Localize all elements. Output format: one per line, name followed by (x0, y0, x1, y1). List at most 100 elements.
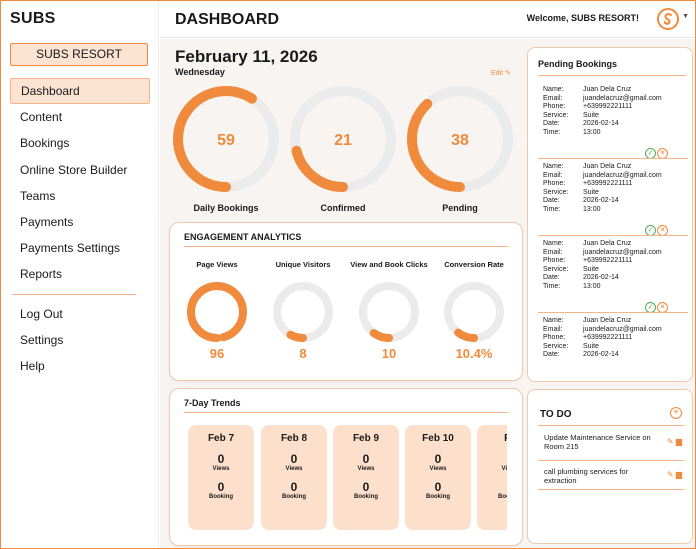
field-label: Service: (543, 265, 569, 273)
sidebar-item-settings[interactable]: Settings (20, 332, 64, 347)
booking-field-phone: Phone: +639992221111 (543, 103, 683, 112)
booking-field-date: Date: 2026-02-14 (543, 120, 683, 129)
sidebar-item-dashboard[interactable]: Dashboard (10, 78, 150, 105)
trend-views-label: Views (357, 466, 375, 472)
booking-divider (538, 158, 688, 159)
field-value: 2026-02-14 (583, 120, 619, 128)
metric-conversion-rate: Conversion Rate (434, 260, 514, 269)
field-value: juandelacruz@gmail.com (583, 325, 662, 333)
trend-bookings-label: Booking (282, 494, 306, 500)
field-value: Juan Dela Cruz (583, 86, 632, 93)
field-value: +639992221111 (583, 180, 633, 188)
todo-item[interactable]: Update Maintenance Service on Room 215 (544, 433, 651, 451)
metric-view-book-clicks: View and Book Clicks (349, 260, 429, 269)
pending-booking-entry: Name: Juan Dela Cruz Email: juandelacruz@gm… (543, 317, 683, 360)
card-divider (184, 412, 508, 413)
trend-views-value: 0 (217, 452, 225, 466)
field-value: 2026-02-14 (583, 274, 619, 282)
sidebar-item-reports[interactable]: Reports (20, 267, 63, 282)
engagement-ring-1-track (273, 282, 333, 342)
summary-ring-value: 38 (451, 132, 469, 149)
trend-bookings-label: Booking (426, 494, 450, 500)
trend-views-value: 0 (290, 452, 298, 466)
booking-field-service: Service: Suite (543, 189, 683, 198)
booking-field-time: Time: 13:00 (543, 283, 683, 292)
booking-field-name: Name: Juan Dela Cruz (543, 163, 683, 172)
edit-icon[interactable]: ✎ (666, 470, 674, 479)
metric-label: Conversion Rate (444, 260, 504, 269)
resort-selector-button[interactable]: SUBS RESORT (10, 43, 148, 66)
sidebar-item-online-store-builder[interactable]: Online Store Builder (20, 162, 128, 177)
booking-actions: ✓ ✕ (645, 219, 675, 236)
todo-actions: ✎ ▆ (667, 437, 682, 446)
todo-divider (538, 489, 684, 490)
booking-field-time: Time: 13:00 (543, 129, 683, 138)
engagement-title: ENGAGEMENT ANALYTICS (184, 232, 302, 242)
trends-scroller[interactable]: Feb 7 0 Views 0 Booking Feb 8 0 Views 0 … (170, 389, 507, 545)
booking-field-email: Email: juandelacruz@gmail.com (543, 172, 683, 181)
edit-icon[interactable]: ✎ (666, 437, 674, 446)
metric-unique-visitors: Unique Visitors (263, 260, 343, 269)
booking-field-name: Name: Juan Dela Cruz (543, 240, 683, 249)
nav-divider (12, 293, 136, 295)
trash-icon[interactable]: ▆ (675, 470, 682, 479)
booking-field-name: Name: Juan Dela Cruz (543, 86, 683, 95)
sidebar-item-bookings[interactable]: Bookings (20, 136, 70, 151)
field-value: juandelacruz@gmail.com (583, 248, 662, 256)
booking-field-email: Email: juandelacruz@gmail.com (543, 326, 683, 335)
trend-day-card: Feb 7 0 Views 0 Booking (188, 425, 254, 530)
booking-field-date: Date: 2026-02-14 (543, 197, 683, 206)
seven-day-trends-card: 7-Day Trends Feb 7 0 Views 0 Booking Feb… (169, 388, 523, 546)
sidebar-item-content[interactable]: Content (20, 110, 63, 125)
trend-views-label: Views (429, 466, 447, 472)
field-value: Juan Dela Cruz (583, 240, 632, 247)
booking-field-date: Date: 2026-02-14 (543, 274, 683, 283)
engagement-ring-2-arc (359, 282, 419, 342)
page-title: DASHBOARD (175, 11, 279, 28)
booking-field-service: Service: Suite (543, 343, 683, 352)
welcome-text: Welcome, SUBS RESORT! (526, 13, 639, 23)
trend-bookings-value: 0 (477, 480, 508, 494)
field-value: Suite (583, 265, 599, 273)
pending-booking-entry: Name: Juan Dela Cruz Email: juandelacruz@gm… (543, 240, 683, 292)
sidebar-item-log-out[interactable]: Log Out (20, 306, 63, 321)
pencil-icon: ✎ (505, 70, 511, 77)
field-value: juandelacruz@gmail.com (583, 171, 662, 179)
booking-field-date: Date: 2026-02-14 (543, 351, 683, 360)
field-value: +639992221111 (583, 334, 633, 342)
todo-item[interactable]: call plumbing services for extraction (544, 467, 629, 485)
add-todo-button[interactable]: + (670, 407, 682, 419)
field-label: Phone: (543, 103, 566, 111)
todo-panel: TO DO + Update Maintenance Service on Ro… (527, 389, 693, 544)
user-avatar[interactable] (657, 8, 679, 30)
chevron-down-icon[interactable]: ▼ (682, 13, 689, 20)
trend-views-value: 0 (434, 452, 442, 466)
field-label: Email: (543, 94, 563, 102)
trend-day-card: Feb 9 0 Views 0 Booking (333, 425, 399, 530)
ring-label-confirmed: Confirmed (320, 203, 366, 213)
panel-divider (538, 75, 686, 76)
current-date: February 11, 2026 (175, 47, 318, 66)
field-value: 2026-02-14 (583, 351, 619, 359)
booking-field-service: Service: Suite (543, 266, 683, 275)
edit-link[interactable]: Edit ✎ (491, 69, 511, 77)
engagement-ring-1-arc (273, 282, 333, 342)
sidebar-item-teams[interactable]: Teams (20, 188, 56, 203)
trend-day-card: Feb 10 0 Views 0 Booking (405, 425, 471, 530)
metric-page-views: Page Views (177, 260, 257, 269)
trend-day-card: Fe 0 Views 0 Booking (477, 425, 507, 530)
trend-bookings-value: 0 (434, 480, 442, 494)
engagement-ring-2-track (359, 282, 419, 342)
trash-icon[interactable]: ▆ (675, 437, 682, 446)
metric-value-unique-visitors: 8 (299, 346, 307, 361)
metric-value-view-book-clicks: 10 (381, 346, 397, 361)
ring-label-pending: Pending (442, 203, 478, 213)
sidebar-item-payments[interactable]: Payments (20, 214, 74, 229)
sidebar-item-payments-settings[interactable]: Payments Settings (20, 241, 121, 256)
sidebar-item-help[interactable]: Help (20, 358, 45, 373)
pending-bookings-panel[interactable]: Pending Bookings Name: Juan Dela Cruz Emai… (527, 47, 693, 382)
field-value: 13:00 (583, 205, 601, 213)
field-value: 2026-02-14 (583, 197, 619, 205)
top-header: DASHBOARD Welcome, SUBS RESORT! ▼ (160, 1, 695, 38)
